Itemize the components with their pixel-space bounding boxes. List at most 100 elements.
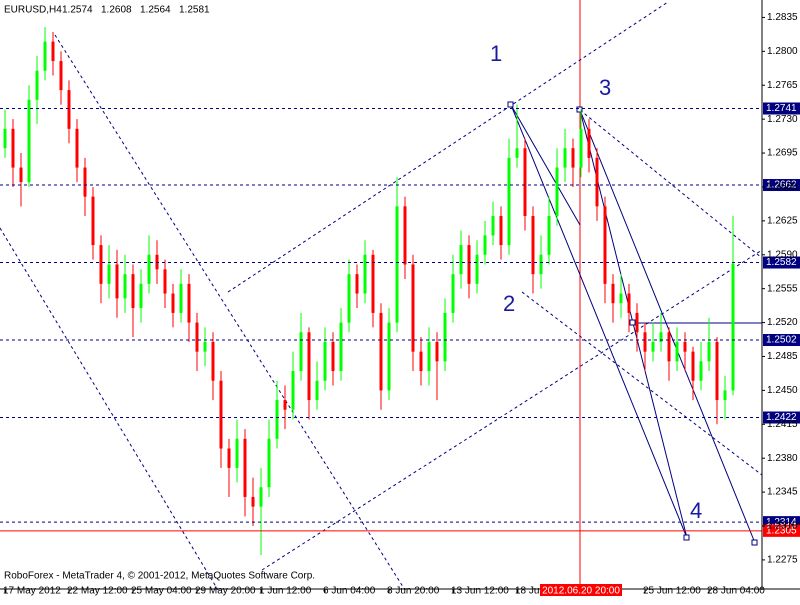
candle-body xyxy=(435,341,439,362)
anchor-point xyxy=(751,539,758,546)
anchor-point xyxy=(507,101,514,108)
candle-body xyxy=(83,167,87,197)
candle-body xyxy=(147,254,151,284)
header-value: 1.2564 xyxy=(140,5,171,16)
level-label: 1.2582 xyxy=(766,257,797,268)
level-label: 1.2422 xyxy=(766,412,797,423)
overlay: 1.27411.26621.25821.25021.24221.23141.23… xyxy=(0,41,800,537)
candle-body xyxy=(243,438,247,497)
y-tick-label: 1.2415 xyxy=(767,419,798,430)
candle-body xyxy=(595,157,599,207)
symbol-title: EURUSD,H4 xyxy=(4,5,62,16)
candle-body xyxy=(507,157,511,246)
header-value: 1.2608 xyxy=(101,5,132,16)
y-tick-label: 1.2590 xyxy=(767,249,798,260)
candle-body xyxy=(259,487,263,507)
candle-body xyxy=(523,148,527,217)
channel-line xyxy=(54,34,406,591)
candle-body xyxy=(107,264,111,284)
y-tick-label: 1.2835 xyxy=(767,12,798,23)
wave-label: 2 xyxy=(503,291,515,316)
candle-body xyxy=(35,70,39,100)
anchor-point xyxy=(576,106,583,113)
candle-body xyxy=(11,128,15,168)
candle-body xyxy=(723,390,727,401)
candle-body xyxy=(675,341,679,362)
candle-body xyxy=(27,99,31,183)
y-tick-label: 1.2310 xyxy=(767,521,798,532)
candle-body xyxy=(531,216,535,275)
candle-body xyxy=(659,332,663,342)
candle-body xyxy=(587,128,591,158)
candle-body xyxy=(651,341,655,352)
candle-body xyxy=(419,351,423,372)
candle-body xyxy=(451,274,455,313)
candle-body xyxy=(99,245,103,284)
x-tick-label: 22 May 12:00 xyxy=(67,586,128,597)
candle-body xyxy=(355,274,359,294)
y-tick-label: 1.2625 xyxy=(767,216,798,227)
candle-body xyxy=(515,148,519,158)
candle-body xyxy=(427,341,431,372)
candle-body xyxy=(307,332,311,401)
candle-body xyxy=(51,41,55,62)
candle-body xyxy=(691,351,695,381)
candle-body xyxy=(387,322,391,391)
level-label: 1.2502 xyxy=(766,335,797,346)
channel-line xyxy=(261,249,763,571)
candle-body xyxy=(19,167,23,183)
candle-body xyxy=(43,41,47,71)
trend-line xyxy=(510,104,581,226)
footer: RoboForex - MetaTrader 4, © 2001-2012, M… xyxy=(4,571,315,582)
candle-body xyxy=(139,283,143,309)
candle-body xyxy=(123,274,127,299)
candle-body xyxy=(267,438,271,488)
candle-body xyxy=(131,274,135,309)
x-tick-label: 13 Jun 12:00 xyxy=(451,586,509,597)
candle-body xyxy=(491,216,495,236)
y-tick-label: 1.2450 xyxy=(767,385,798,396)
candle-body xyxy=(251,496,255,507)
x-tick-label: 2012.06.20 20:00 xyxy=(542,586,620,597)
candle-body xyxy=(291,371,295,410)
candle-body xyxy=(323,341,327,381)
candle-body xyxy=(395,206,399,323)
candle-body xyxy=(539,254,543,275)
x-tick-label: 29 May 20:00 xyxy=(195,586,256,597)
candle-body xyxy=(227,448,231,468)
wave-label: 3 xyxy=(599,75,611,100)
candle-body xyxy=(203,341,207,352)
header-value: 1.2574 xyxy=(62,5,93,16)
level-label-box xyxy=(763,411,800,424)
candle-body xyxy=(411,264,415,352)
channel-line xyxy=(521,291,763,476)
candle-body xyxy=(603,206,607,284)
candle-body xyxy=(379,312,383,391)
header-value: 1.2581 xyxy=(179,5,210,16)
candle-body xyxy=(499,216,503,246)
candle-body xyxy=(235,438,239,468)
channel-line xyxy=(0,227,219,591)
candle-body xyxy=(163,269,167,294)
candle-body xyxy=(683,341,687,352)
candle-body xyxy=(331,341,335,372)
y-tick-label: 1.2800 xyxy=(767,46,798,57)
candle-body xyxy=(643,332,647,352)
level-label-box xyxy=(763,179,800,192)
candle-body xyxy=(115,264,119,299)
candle-body xyxy=(403,206,407,265)
candle-body xyxy=(699,361,703,381)
candle-body xyxy=(363,254,367,294)
candles xyxy=(3,27,735,556)
y-tick-label: 1.2765 xyxy=(767,80,798,91)
candle-body xyxy=(467,245,471,284)
level-label: 1.2741 xyxy=(766,103,797,114)
anchor-point xyxy=(629,319,636,326)
candle-body xyxy=(171,293,175,313)
x-tick-label: 25 May 04:00 xyxy=(131,586,192,597)
candle-body xyxy=(547,216,551,255)
y-tick-label: 1.2520 xyxy=(767,317,798,328)
candle-body xyxy=(579,128,583,168)
x-tick-label: 8 Jun 20:00 xyxy=(387,586,440,597)
